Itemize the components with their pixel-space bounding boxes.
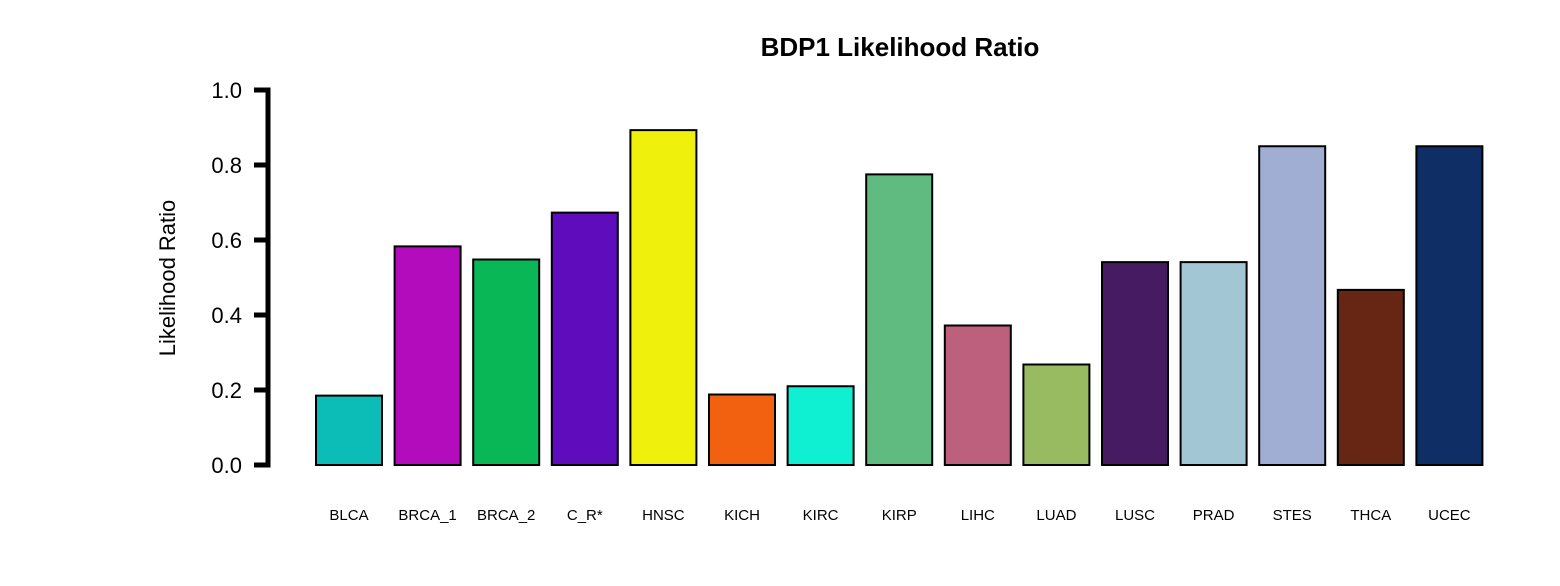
bar-prad	[1179, 261, 1248, 466]
y-tick-label: 0.6	[211, 228, 242, 253]
x-tick-label: LIHC	[961, 507, 995, 524]
x-tick-label: HNSC	[642, 507, 685, 524]
x-tick-label: BLCA	[329, 507, 368, 524]
x-tick-label: UCEC	[1428, 507, 1471, 524]
x-tick-label: LUAD	[1036, 507, 1076, 524]
y-tick-label: 0.4	[211, 303, 242, 328]
bar-lusc	[1101, 261, 1169, 466]
bar-kich	[708, 393, 776, 466]
y-axis: 0.0 0.2 0.4 0.6 0.8 1.0	[211, 78, 271, 478]
bar-thca	[1336, 288, 1405, 466]
x-tick-label: BRCA_1	[398, 507, 456, 524]
bar-hnsc	[629, 129, 698, 466]
x-tick-label: C_R*	[567, 507, 603, 524]
bar-brca-1	[393, 245, 462, 466]
x-tick-label: STES	[1273, 507, 1312, 524]
x-tick-labels: BLCA BRCA_1 BRCA_2 C_R* HNSC KICH KIRC KIRP LIHC…	[329, 507, 1470, 524]
y-tick-label: 0.2	[211, 378, 242, 403]
x-tick-label: THCA	[1350, 507, 1391, 524]
x-tick-label: LUSC	[1115, 507, 1155, 524]
bar-brca-2	[472, 258, 541, 466]
bars	[315, 129, 1484, 466]
bar-kirc	[786, 385, 855, 466]
bar-c-r	[550, 211, 619, 466]
x-tick-label: KIRC	[803, 507, 839, 524]
x-tick-label: KICH	[724, 507, 760, 524]
x-tick-label: BRCA_2	[477, 507, 535, 524]
y-tick-label: 0.0	[211, 453, 242, 478]
bar-ucec	[1415, 145, 1484, 466]
bar-luad	[1022, 363, 1091, 466]
y-axis-label: Likelihood Ratio	[155, 200, 180, 357]
y-tick-label: 1.0	[211, 78, 242, 103]
x-tick-label: PRAD	[1193, 507, 1235, 524]
bar-kirp	[865, 173, 934, 466]
bar-blca	[315, 394, 383, 466]
chart-title: BDP1 Likelihood Ratio	[761, 32, 1040, 62]
bar-lihc	[943, 324, 1012, 466]
bar-stes	[1258, 145, 1327, 466]
x-tick-label: KIRP	[882, 507, 917, 524]
y-tick-label: 0.8	[211, 153, 242, 178]
